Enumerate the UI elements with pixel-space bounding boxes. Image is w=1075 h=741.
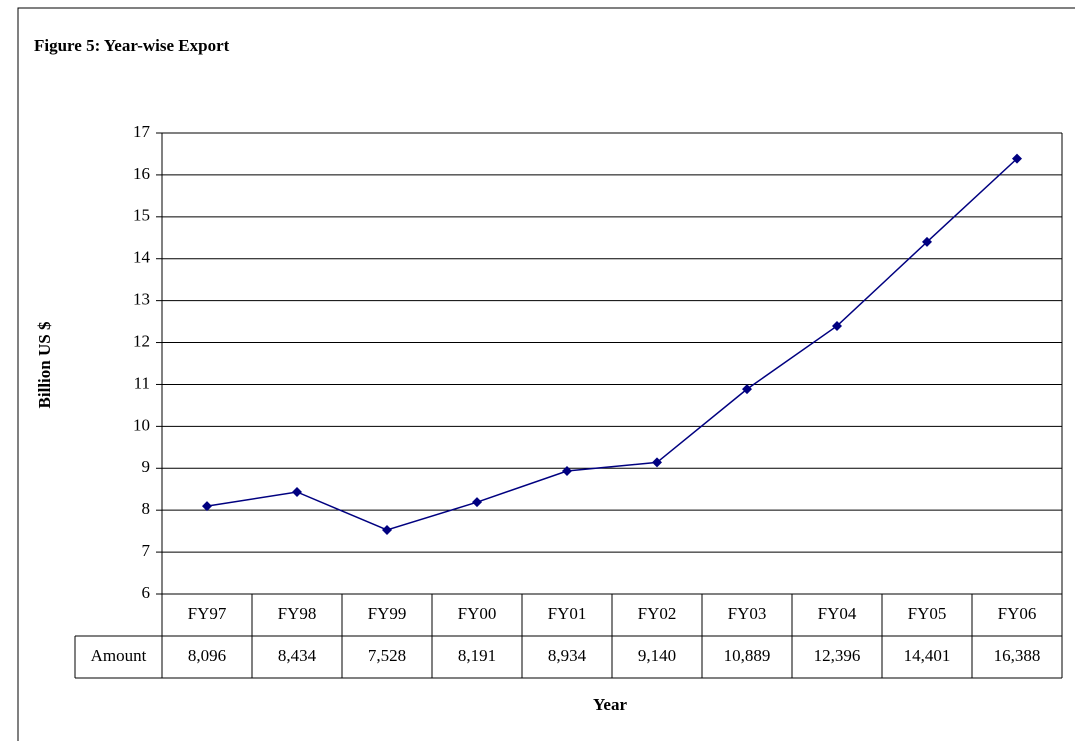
chart-frame — [17, 7, 1075, 741]
x-tick-label: FY05 — [908, 604, 947, 623]
marker — [1012, 153, 1022, 164]
y-tick-label: 15 — [133, 206, 150, 225]
marker — [922, 236, 932, 247]
marker — [382, 524, 392, 535]
marker — [292, 486, 302, 497]
legend-label: Amount — [91, 646, 147, 665]
x-tick-label: FY00 — [458, 604, 497, 623]
data-label: 9,140 — [638, 646, 676, 665]
y-tick-label: 17 — [133, 122, 151, 141]
y-tick-label: 13 — [133, 290, 150, 309]
x-tick-label: FY98 — [278, 604, 317, 623]
y-tick-label: 7 — [142, 541, 151, 560]
data-label: 14,401 — [904, 646, 951, 665]
y-tick-label: 16 — [133, 164, 150, 183]
line — [206, 158, 1018, 531]
x-tick-label: FY99 — [368, 604, 407, 623]
marker — [652, 457, 662, 468]
data-label: 8,096 — [188, 646, 226, 665]
data-label: 8,191 — [458, 646, 496, 665]
y-tick-label: 10 — [133, 415, 150, 434]
marker — [202, 501, 212, 512]
y-tick-label: 9 — [142, 457, 151, 476]
x-tick-label: FY04 — [818, 604, 857, 623]
data-label: 16,388 — [994, 646, 1041, 665]
data-label: 8,434 — [278, 646, 317, 665]
x-tick-label: FY06 — [998, 604, 1037, 623]
y-tick-label: 12 — [133, 331, 150, 350]
x-axis-label: Year — [593, 695, 627, 714]
y-tick-label: 11 — [134, 373, 150, 392]
data-label: 8,934 — [548, 646, 587, 665]
data-label: 10,889 — [724, 646, 771, 665]
marker — [562, 466, 572, 477]
y-tick-label: 8 — [142, 499, 151, 518]
marker — [472, 497, 482, 508]
marker — [742, 384, 752, 395]
x-tick-label: FY02 — [638, 604, 677, 623]
chart-title: Figure 5: Year-wise Export — [34, 36, 230, 55]
x-tick-label: FY01 — [548, 604, 587, 623]
data-label: 12,396 — [814, 646, 861, 665]
marker — [832, 320, 842, 331]
y-tick-label: 6 — [142, 583, 151, 602]
y-tick-label: 14 — [133, 248, 151, 267]
y-axis-label: Billion US $ — [35, 321, 54, 408]
data-label: 7,528 — [368, 646, 406, 665]
x-tick-label: FY03 — [728, 604, 767, 623]
x-tick-label: FY97 — [188, 604, 227, 623]
